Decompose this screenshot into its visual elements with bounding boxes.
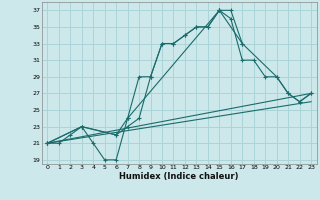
X-axis label: Humidex (Indice chaleur): Humidex (Indice chaleur) (119, 172, 239, 181)
